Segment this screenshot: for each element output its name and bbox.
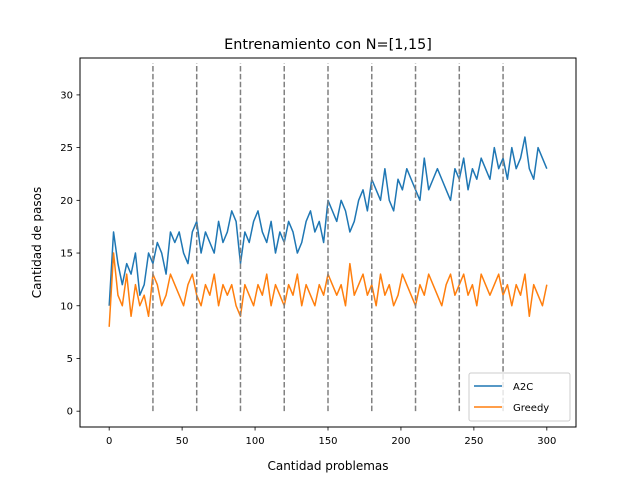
- x-tick-label: 100: [246, 436, 265, 447]
- y-tick-label: 30: [60, 90, 73, 101]
- legend: A2C Greedy: [468, 372, 571, 422]
- plot-area: [108, 63, 548, 412]
- x-tick-label: 50: [176, 436, 189, 447]
- y-tick-label: 5: [67, 354, 73, 365]
- x-tick-label: 150: [318, 436, 337, 447]
- y-tick-label: 25: [60, 143, 73, 154]
- x-tick-label: 250: [464, 436, 483, 447]
- y-tick-label: 15: [60, 249, 73, 260]
- y-axis-label: Cantidad de pasos: [30, 187, 44, 298]
- legend-box: [468, 372, 571, 422]
- x-tick-label: 0: [106, 436, 112, 447]
- y-tick-label: 10: [60, 301, 73, 312]
- y-axis: 0 5 10 15 20 25 30: [60, 90, 80, 418]
- x-axis-label: Cantidad problemas: [267, 459, 388, 473]
- legend-label-a2c: A2C: [513, 382, 533, 393]
- x-tick-label: 200: [391, 436, 410, 447]
- chart-title: Entrenamiento con N=[1,15]: [224, 37, 432, 53]
- y-tick-label: 0: [67, 407, 73, 418]
- legend-label-greedy: Greedy: [513, 403, 549, 414]
- y-tick-label: 20: [60, 196, 73, 207]
- x-tick-label: 300: [537, 436, 556, 447]
- x-axis: 0 50 100 150 200 250 300: [106, 427, 556, 447]
